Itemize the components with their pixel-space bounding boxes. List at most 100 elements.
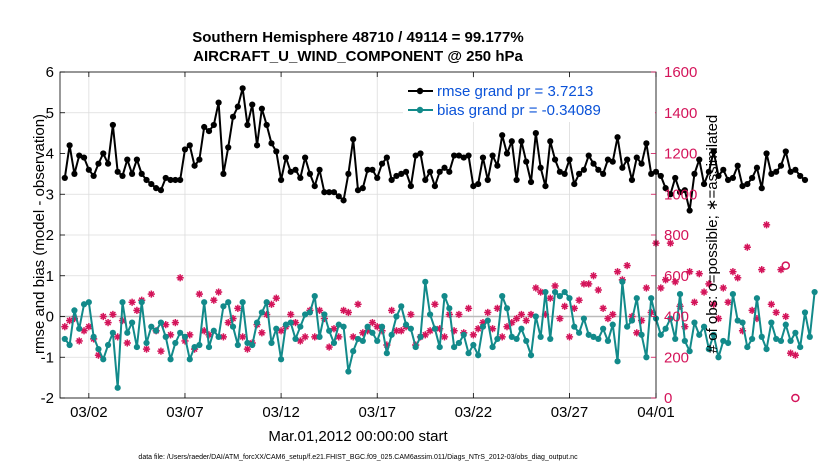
bias-point (61, 335, 68, 343)
rmse-point (374, 174, 381, 182)
bias-point (359, 337, 366, 345)
bias-point (547, 335, 554, 343)
rmse-point (157, 187, 165, 194)
rmse-point (455, 152, 463, 159)
rmse-point (335, 193, 342, 200)
rmse-point (648, 170, 655, 177)
bias-point (177, 329, 184, 336)
bias-point (229, 323, 237, 330)
bias-point (85, 299, 92, 306)
rmse-point (407, 183, 414, 190)
bias-point (321, 311, 328, 318)
rmse-point (691, 170, 698, 177)
obs-assimilated-point (330, 325, 338, 333)
obs-assimilated-point (585, 280, 593, 288)
y2-tick-label: 1400 (664, 105, 697, 122)
obs-assimilated-point (104, 319, 112, 327)
legend-bias-marker (416, 106, 424, 114)
bias-point (662, 325, 669, 332)
obs-possible-series (781, 261, 800, 403)
rmse-point (566, 156, 573, 163)
bias-point (316, 333, 323, 340)
bias-point (537, 333, 544, 340)
obs-assimilated-point (99, 312, 107, 321)
rmse-point (225, 144, 232, 151)
rmse-point (551, 156, 559, 163)
bias-point (258, 309, 265, 316)
rmse-point (104, 160, 112, 167)
rmse-point (624, 156, 631, 163)
rmse-point (797, 172, 804, 180)
rmse-point (773, 168, 780, 175)
bias-point (398, 303, 405, 310)
rmse-point (124, 156, 131, 163)
bias-point (172, 339, 179, 347)
bias-point (801, 309, 809, 316)
obs-assimilated-point (392, 327, 401, 335)
bias-point (431, 325, 439, 332)
bias-point (196, 341, 203, 349)
obs-assimilated-point (296, 337, 304, 345)
rmse-point (460, 154, 467, 161)
bias-point (609, 321, 616, 328)
rmse-point (167, 176, 174, 184)
bias-point (297, 323, 304, 330)
y2-tick-label: 800 (664, 227, 689, 244)
rmse-point (402, 168, 410, 175)
y-tick-label: 6 (46, 64, 54, 81)
bias-point (253, 319, 261, 326)
rmse-point (277, 176, 285, 184)
rmse-point (561, 170, 568, 177)
bias-point (90, 333, 97, 340)
bias-point (710, 331, 717, 338)
obs-assimilated-point (224, 319, 232, 327)
obs-assimilated-point (210, 296, 218, 304)
obs-assimilated-point (267, 300, 276, 308)
rmse-point (201, 123, 208, 131)
rmse-point (499, 132, 506, 139)
obs-assimilated-point (109, 310, 117, 319)
rmse-point (542, 183, 549, 190)
rmse-point (393, 172, 400, 180)
obs-assimilated-point (123, 339, 131, 347)
bias-point (76, 325, 83, 332)
rmse-point (749, 174, 756, 182)
obs-assimilated-point (623, 261, 631, 270)
bias-point (354, 335, 362, 343)
rmse-point (705, 168, 712, 175)
bias-point (628, 317, 636, 324)
bias-point (777, 337, 785, 345)
bias-point (729, 290, 737, 298)
obs-assimilated-point (219, 333, 228, 341)
bias-point (153, 327, 160, 334)
rmse-point (758, 185, 765, 192)
bias-point (532, 313, 539, 320)
bias-point (287, 319, 294, 326)
rmse-point (475, 180, 482, 188)
bias-point (157, 319, 165, 326)
bias-point (792, 329, 799, 336)
rmse-point (378, 160, 386, 167)
y-tick-label: 0 (46, 309, 54, 326)
bias-point (691, 319, 698, 326)
rmse-point (287, 168, 294, 175)
bias-point (734, 317, 741, 324)
y2-tick-label: 1000 (664, 186, 697, 203)
bias-point (364, 323, 371, 330)
legend: rmse grand pr = 3.7213 bias grand pr = -… (403, 78, 655, 122)
x-tick-label: 03/02 (70, 404, 108, 421)
obs-assimilated-point (493, 304, 501, 312)
rmse-point (133, 156, 141, 163)
rmse-point (316, 166, 323, 173)
bias-point (643, 354, 650, 361)
obs-assimilated-point (469, 331, 477, 339)
bias-point (205, 343, 213, 351)
obs-assimilated-point (128, 298, 136, 306)
x-tick-label: 03/17 (358, 404, 396, 421)
obs-assimilated-point (551, 282, 559, 290)
rmse-point (633, 154, 640, 161)
bias-point (133, 343, 141, 351)
rmse-point (114, 168, 121, 175)
rmse-point (66, 142, 73, 149)
